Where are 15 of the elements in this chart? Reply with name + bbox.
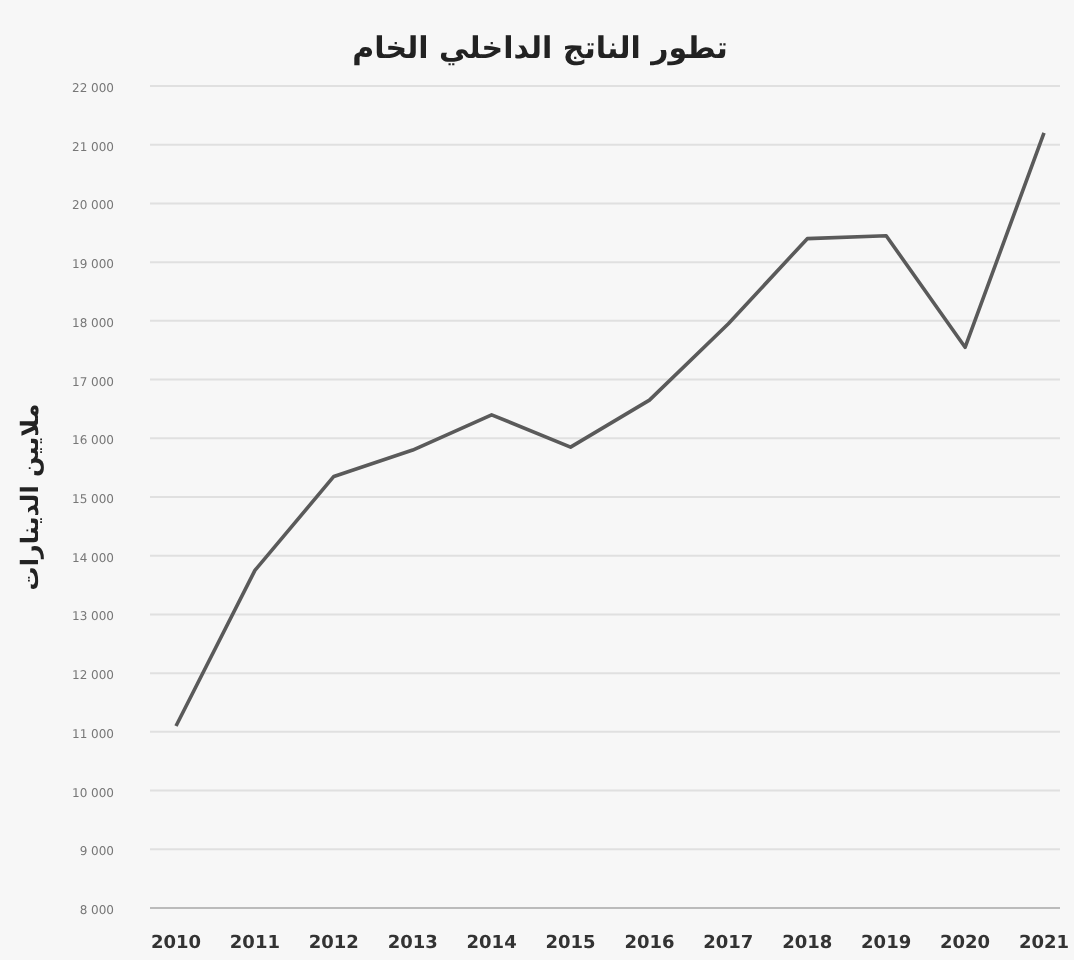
x-tick-label: 2017 xyxy=(703,934,754,954)
chart-title: تطور الناتج الداخلي الخام xyxy=(352,30,728,66)
x-tick-label: 2019 xyxy=(861,934,912,954)
x-tick-label: 2021 xyxy=(1018,934,1070,954)
y-axis-title: ملايين الدينارات xyxy=(16,403,44,591)
x-tick-label: 2014 xyxy=(466,934,517,954)
x-tick-label: 2012 xyxy=(308,934,359,954)
x-tick-label: 2018 xyxy=(782,934,833,954)
x-tick-label: 2013 xyxy=(387,934,438,954)
x-tick-label: 2015 xyxy=(545,934,596,954)
x-tick-label: 2010 xyxy=(150,934,202,954)
x-tick-label: 2016 xyxy=(624,934,675,954)
line-series xyxy=(174,131,1046,728)
x-tick-label: 2020 xyxy=(940,934,991,954)
x-tick-label: 2011 xyxy=(229,934,280,954)
